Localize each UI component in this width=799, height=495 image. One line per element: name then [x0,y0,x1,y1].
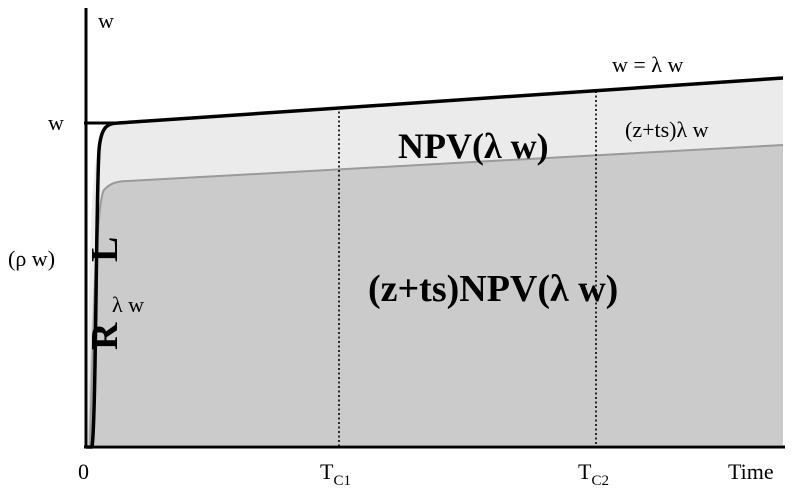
top-curve-label: w = λ w [612,52,683,77]
time-axis-label: Time [728,459,774,484]
rho-w-label: (ρ w) [8,246,55,271]
tc2-label-main: T [578,459,592,484]
wage-curve [86,76,784,449]
scaled-npv-label: (z+ts)NPV(λ w) [368,268,618,310]
lambda-w-label: λ w [112,292,144,317]
tc1-label-main: T [320,459,334,484]
w-tick-label: w [48,110,64,135]
origin-label: 0 [78,459,89,484]
scaled-npv-curve [89,144,784,446]
middle-curve-label: (z+ts)λ w [625,117,709,142]
y-axis-label: w [98,8,114,33]
l-label: L [84,237,126,262]
tc1-label-sub: C1 [333,473,351,489]
npv-label: NPV(λ w) [398,126,549,166]
tc2-label: TC2 [578,459,609,489]
r-label: R [84,322,126,350]
tc1-label: TC1 [320,459,351,489]
tc2-label-sub: C2 [591,473,609,489]
scaled-npv-region [88,145,783,445]
